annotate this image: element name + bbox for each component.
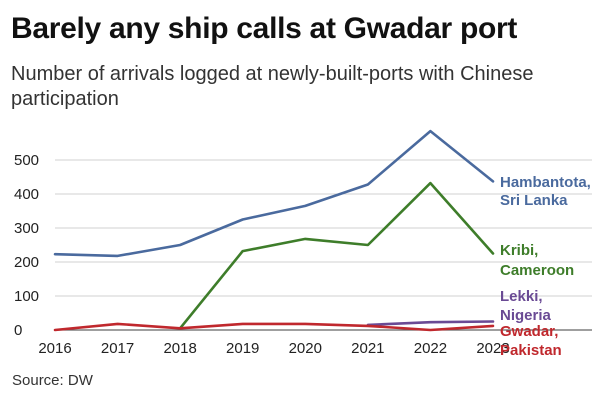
x-tick-label: 2021 xyxy=(351,340,384,357)
grid-lines xyxy=(55,159,592,331)
series-label-kribi: Kribi, xyxy=(500,242,538,259)
series-label-hambantota: Hambantota, xyxy=(500,174,591,191)
y-tick-label: 200 xyxy=(14,254,39,271)
x-tick-label: 2022 xyxy=(414,340,447,357)
x-tick-label: 2019 xyxy=(226,340,259,357)
x-tick-label: 2023 xyxy=(476,340,509,357)
y-tick-label: 0 xyxy=(14,322,22,339)
series-lines xyxy=(53,129,495,332)
source-note: Source: DW xyxy=(12,372,93,389)
axis-labels: 0 100 200 300 400 500 2016 2017 2018 2019 2020 2021… xyxy=(14,152,510,357)
series-line-hambantota xyxy=(53,129,495,258)
series-labels: Hambantota,Sri Lanka Kribi, Cameroon Lekki,… xyxy=(500,174,591,359)
series-label-lekki: Nigeria xyxy=(500,307,552,324)
chart-subtitle: Number of arrivals logged at newly-built… xyxy=(11,63,534,110)
y-tick-label: 100 xyxy=(14,288,39,305)
x-tick-label: 2017 xyxy=(101,340,134,357)
y-tick-label: 500 xyxy=(14,152,39,169)
series-label-lekki: Lekki, xyxy=(500,288,543,305)
series-line-gwadar xyxy=(53,322,495,332)
x-tick-label: 2018 xyxy=(163,340,196,357)
series-label-hambantota: Sri Lanka xyxy=(500,192,568,209)
series-line-lekki xyxy=(366,320,495,327)
series-label-kribi: Cameroon xyxy=(500,262,574,279)
series-label-gwadar: Gwadar, xyxy=(500,323,558,340)
x-tick-label: 2016 xyxy=(38,340,71,357)
x-tick-label: 2020 xyxy=(289,340,322,357)
series-label-gwadar: Pakistan xyxy=(500,342,562,359)
y-tick-label: 400 xyxy=(14,186,39,203)
y-tick-label: 300 xyxy=(14,220,39,237)
series-line-kribi xyxy=(178,181,495,330)
chart-title: Barely any ship calls at Gwadar port xyxy=(11,12,518,45)
